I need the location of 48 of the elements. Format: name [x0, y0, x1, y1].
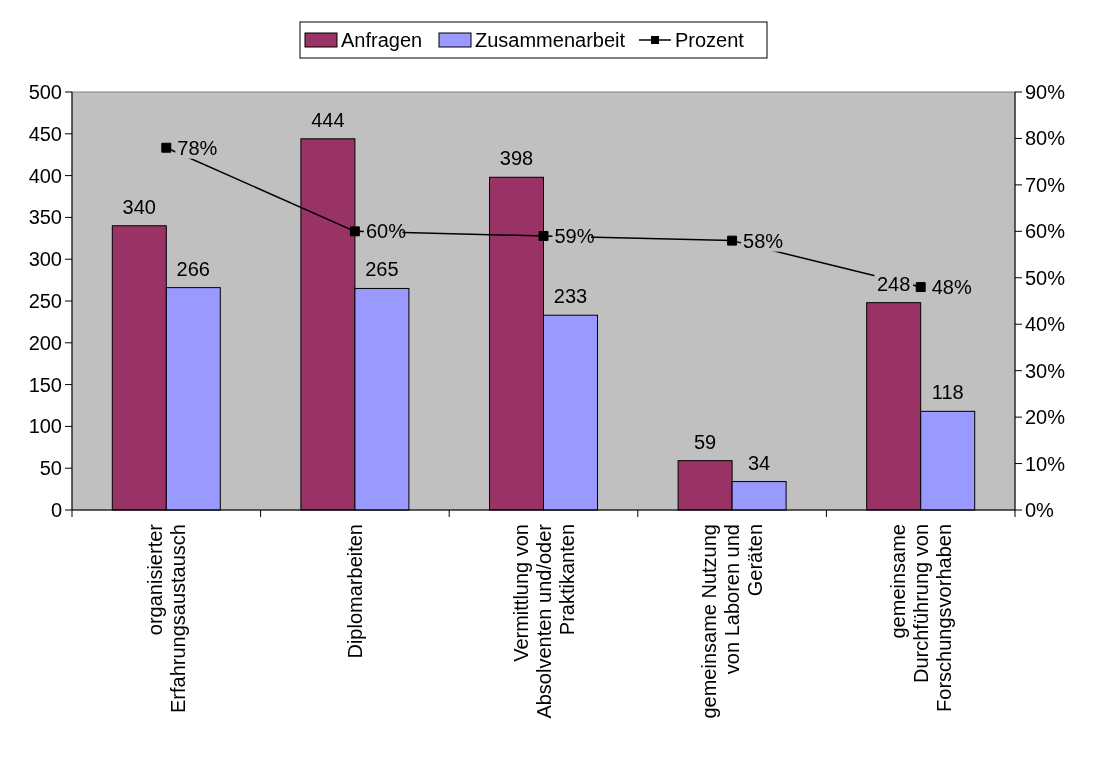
y2-tick-label: 0% [1025, 499, 1055, 521]
x-tick-label: Vermittlung von Absolventen und/oder Praktikanten [509, 523, 578, 719]
data-label: 444 [311, 108, 345, 131]
y2-tick-label: 40% [1025, 313, 1066, 336]
y-tick-label: 450 [28, 122, 62, 145]
legend-label: Zusammenarbeit [475, 29, 626, 51]
point [727, 235, 738, 246]
data-label: 59 [693, 430, 717, 453]
y-tick-label: 200 [28, 331, 62, 354]
y-tick-label: 500 [28, 81, 62, 103]
data-label: 248 [877, 272, 911, 295]
y-tick-label: 400 [28, 164, 62, 187]
y-tick-label: 0 [50, 499, 62, 521]
y2-tick-label: 80% [1025, 127, 1066, 150]
data-label: 266 [176, 257, 210, 280]
legend-label: Prozent [675, 29, 745, 51]
y2-tick-label: 60% [1025, 220, 1066, 243]
x-tick-label: Diplomarbeiten [343, 524, 366, 659]
y-tick-label: 350 [28, 206, 62, 229]
data-label: 265 [365, 258, 399, 281]
y2-tick-label: 10% [1025, 452, 1066, 475]
data-label: 398 [499, 147, 534, 170]
point [161, 142, 172, 153]
data-label: 118 [931, 381, 964, 404]
legend-label: Anfragen [341, 29, 423, 51]
y-tick-label: 250 [28, 290, 62, 312]
data-label: 59% [554, 224, 595, 247]
point [915, 282, 926, 293]
data-label: 34 [747, 451, 771, 474]
data-label: 60% [365, 220, 407, 243]
y2-tick-label: 90% [1025, 81, 1066, 103]
data-label: 48% [931, 276, 972, 299]
data-label: 58% [743, 229, 784, 252]
x-tick-label: organisierter Erfahrungsaustausch [143, 523, 189, 714]
y-tick-label: 50 [39, 457, 62, 480]
y-tick-label: 150 [28, 373, 62, 396]
y2-tick-label: 70% [1025, 173, 1066, 196]
y-tick-label: 100 [28, 415, 62, 438]
data-label: 78% [177, 136, 218, 159]
y2-tick-label: 30% [1025, 359, 1066, 382]
y2-tick-label: 20% [1025, 406, 1066, 429]
data-label: 233 [553, 285, 588, 308]
y-tick-label: 300 [28, 248, 62, 271]
y2-tick-label: 50% [1025, 266, 1066, 289]
x-tick-label: gemeinsame Nutzung von Laboren und Geräten [698, 524, 767, 719]
point [538, 231, 549, 241]
point [349, 226, 360, 237]
data-label: 340 [122, 195, 156, 218]
